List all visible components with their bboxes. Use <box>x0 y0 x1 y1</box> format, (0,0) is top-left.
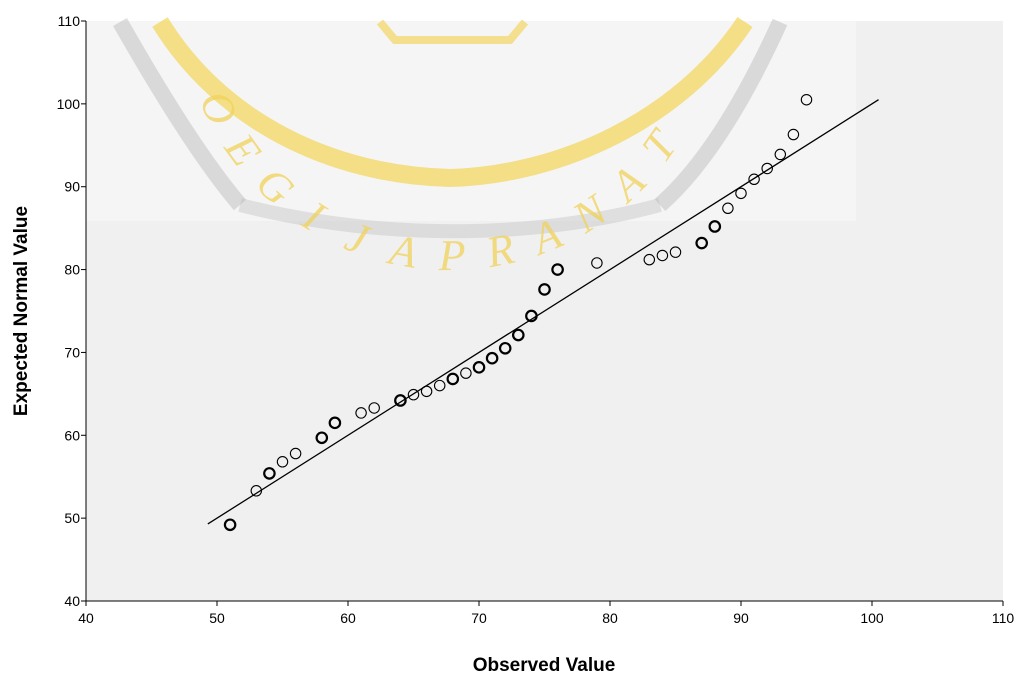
data-point <box>420 385 433 398</box>
data-point <box>774 148 787 161</box>
x-tick-label: 100 <box>860 610 884 626</box>
data-point <box>407 388 420 401</box>
reference-line <box>207 99 879 525</box>
x-tick-label: 80 <box>602 610 618 626</box>
data-point <box>250 485 263 497</box>
data-point <box>446 372 460 386</box>
data-point <box>787 128 800 141</box>
data-point <box>485 351 499 365</box>
y-axis-ticks: 40 50 60 70 80 90 100 110 <box>57 13 86 609</box>
data-point <box>276 456 289 468</box>
data-point <box>748 173 760 186</box>
data-point <box>656 249 669 262</box>
y-tick-label: 60 <box>64 427 80 443</box>
y-tick-label: 50 <box>64 510 80 526</box>
y-tick-label: 110 <box>58 13 81 29</box>
data-point <box>525 309 538 323</box>
data-point <box>761 162 773 175</box>
x-tick-label: 70 <box>471 610 487 626</box>
x-tick-label: 60 <box>340 610 356 626</box>
x-axis-title: Observed Value <box>473 655 616 676</box>
y-tick-label: 70 <box>64 344 80 360</box>
data-point <box>263 467 276 480</box>
y-axis-title: Expected Normal Value <box>11 206 32 416</box>
data-point <box>498 341 512 355</box>
data-point <box>368 402 380 414</box>
data-point <box>722 202 734 215</box>
data-point <box>289 447 302 460</box>
data-point <box>315 431 329 445</box>
data-point <box>538 283 551 296</box>
x-axis-ticks: 40 50 60 70 80 90 100 110 <box>78 601 1014 626</box>
x-tick-label: 90 <box>733 610 749 626</box>
watermark-letter: P <box>437 231 465 280</box>
data-point <box>511 328 525 342</box>
data-point <box>223 518 237 532</box>
x-tick-label: 40 <box>78 610 94 626</box>
y-tick-label: 80 <box>64 262 80 278</box>
data-points <box>223 93 813 532</box>
x-tick-label: 110 <box>992 610 1015 626</box>
data-point <box>460 367 472 379</box>
data-point <box>669 246 682 258</box>
data-point <box>472 361 486 374</box>
data-point <box>591 257 603 269</box>
data-point <box>695 236 708 250</box>
data-point <box>551 263 564 276</box>
data-point <box>708 220 722 233</box>
y-tick-label: 40 <box>64 593 80 609</box>
data-point <box>355 407 367 419</box>
data-point <box>328 416 342 430</box>
data-point <box>643 253 656 266</box>
data-point <box>394 394 407 407</box>
data-point <box>800 93 813 106</box>
y-tick-label: 90 <box>64 179 80 195</box>
y-tick-label: 100 <box>57 96 81 112</box>
data-point <box>735 187 747 200</box>
data-point <box>433 379 446 392</box>
x-tick-label: 50 <box>209 610 225 626</box>
